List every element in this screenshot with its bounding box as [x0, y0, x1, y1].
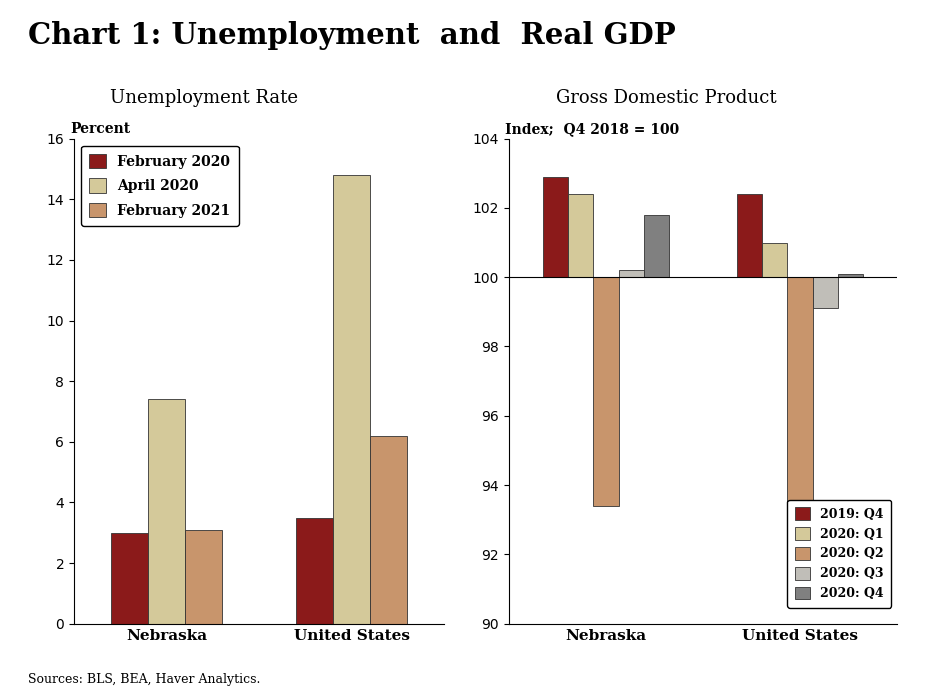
Bar [370, 436, 407, 624]
Text: Index;  Q4 2018 = 100: Index; Q4 2018 = 100 [505, 122, 679, 137]
Bar [787, 277, 813, 558]
Text: Chart 1: Unemployment  and  Real GDP: Chart 1: Unemployment and Real GDP [28, 21, 675, 50]
Bar [111, 533, 148, 624]
Text: Gross Domestic Product: Gross Domestic Product [556, 89, 776, 107]
Legend: February 2020, April 2020, February 2021: February 2020, April 2020, February 2021 [81, 146, 239, 226]
Bar [543, 177, 568, 277]
Bar [148, 399, 185, 624]
Text: Unemployment Rate: Unemployment Rate [109, 89, 298, 107]
Bar [838, 274, 863, 277]
Bar [619, 270, 644, 277]
Bar [568, 194, 593, 277]
Bar [185, 529, 222, 624]
Legend: 2019: Q4, 2020: Q1, 2020: Q2, 2020: Q3, 2020: Q4: 2019: Q4, 2020: Q1, 2020: Q2, 2020: Q3, … [787, 500, 891, 608]
Bar [737, 194, 762, 277]
Bar [333, 175, 370, 624]
Text: Percent: Percent [70, 122, 130, 137]
Bar [296, 518, 333, 624]
Bar [593, 277, 619, 506]
Bar [813, 277, 838, 308]
Text: Sources: BLS, BEA, Haver Analytics.: Sources: BLS, BEA, Haver Analytics. [28, 673, 260, 686]
Bar [644, 215, 669, 277]
Bar [762, 243, 787, 277]
